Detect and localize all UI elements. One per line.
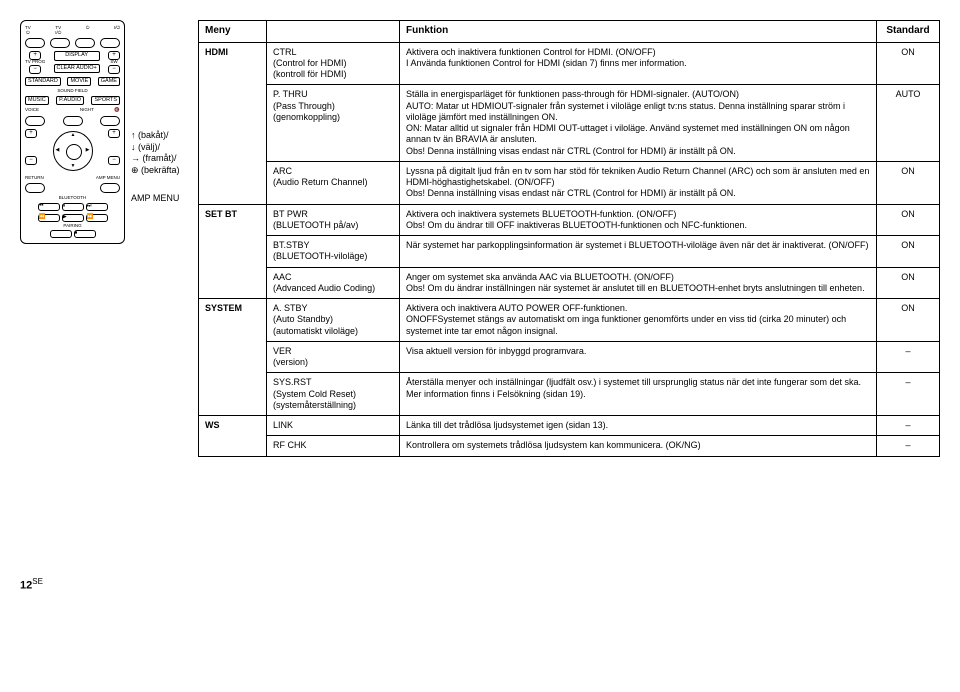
standard-cell: ON (877, 161, 940, 204)
setting-cell: P. THRU (Pass Through) (genomkoppling) (267, 85, 400, 162)
standard-cell: ON (877, 299, 940, 342)
page-number: 12SE (20, 577, 940, 592)
function-cell: Kontrollera om systemets trådlösa ljudsy… (400, 436, 877, 456)
ampmenu-label: AMP MENU (96, 176, 120, 181)
standard-cell: – (877, 373, 940, 416)
function-cell: Länka till det trådlösa ljudsystemet ige… (400, 416, 877, 436)
clearaudio-btn: CLEAR AUDIO+ (54, 64, 100, 74)
function-cell: Lyssna på digitalt ljud från en tv som h… (400, 161, 877, 204)
function-cell: Aktivera och inaktivera funktionen Contr… (400, 42, 877, 85)
standard-cell: ON (877, 204, 940, 236)
function-cell: Aktivera och inaktivera AUTO POWER OFF-f… (400, 299, 877, 342)
paudio-btn: P.AUDIO (56, 96, 84, 106)
menu-cell: SET BT (199, 204, 267, 299)
setting-cell: ARC (Audio Return Channel) (267, 161, 400, 204)
function-cell: Anger om systemet ska använda AAC via BL… (400, 267, 877, 299)
th-meny: Meny (199, 21, 267, 43)
setting-cell: AAC (Advanced Audio Coding) (267, 267, 400, 299)
night-label: NIGHT (80, 108, 94, 113)
return-label: RETURN (25, 176, 44, 181)
legend-right: → (framåt)/ (131, 153, 186, 165)
setting-cell: CTRL (Control for HDMI) (kontroll för HD… (267, 42, 400, 85)
sports-btn: SPORTS (91, 96, 120, 106)
setting-cell: RF CHK (267, 436, 400, 456)
game-btn: GAME (98, 77, 120, 87)
pairing-label: PAIRING (25, 224, 120, 229)
remote-diagram: TV⏻TVI/⏻⏻I/⏻ +TV PROG− DISPLAY CLEAR AUD… (20, 20, 125, 244)
standard-cell: AUTO (877, 85, 940, 162)
function-cell: När systemet har parkopplingsinformation… (400, 236, 877, 268)
display-btn: DISPLAY (54, 51, 100, 61)
bt-label: BLUETOOTH (59, 195, 86, 200)
music-btn: MUSIC (25, 96, 49, 106)
standard-cell: – (877, 416, 940, 436)
standard-cell: ON (877, 267, 940, 299)
legend-down: ↓ (välj)/ (131, 142, 186, 154)
th-blank (267, 21, 400, 43)
legend: ↑ (bakåt)/ ↓ (välj)/ → (framåt)/ ⊕ (bekr… (131, 20, 186, 204)
setting-cell: VER (version) (267, 341, 400, 373)
movie-btn: MOVIE (67, 77, 91, 87)
setting-cell: LINK (267, 416, 400, 436)
setting-cell: BT PWR (BLUETOOTH på/av) (267, 204, 400, 236)
tvprog-label: TV PROG (25, 60, 45, 65)
legend-up: ↑ (bakåt)/ (131, 130, 186, 142)
th-funktion: Funktion (400, 21, 877, 43)
legend-ok: ⊕ (bekräfta) (131, 165, 186, 177)
soundfield-label: SOUND FIELD (25, 89, 120, 94)
function-cell: Ställa in energisparläget för funktionen… (400, 85, 877, 162)
legend-amp: AMP MENU (131, 193, 186, 205)
function-cell: Visa aktuell version för inbyggd program… (400, 341, 877, 373)
page-num: 12 (20, 579, 32, 591)
standard-cell: ON (877, 42, 940, 85)
menu-cell: WS (199, 416, 267, 457)
function-cell: Aktivera och inaktivera systemets BLUETO… (400, 204, 877, 236)
th-standard: Standard (877, 21, 940, 43)
setting-cell: SYS.RST (System Cold Reset) (systemåters… (267, 373, 400, 416)
standard-btn: STANDARD (25, 77, 61, 87)
standard-cell: – (877, 341, 940, 373)
standard-cell: ON (877, 236, 940, 268)
page-sup: SE (32, 577, 43, 586)
setting-cell: A. STBY (Auto Standby) (automatiskt vilo… (267, 299, 400, 342)
setting-cell: BT.STBY (BLUETOOTH-viloläge) (267, 236, 400, 268)
menu-cell: SYSTEM (199, 299, 267, 416)
settings-table: Meny Funktion Standard HDMICTRL (Control… (198, 20, 940, 457)
sw-label: SW (110, 60, 117, 65)
standard-cell: – (877, 436, 940, 456)
voice-label: VOICE (25, 108, 39, 113)
function-cell: Återställa menyer och inställningar (lju… (400, 373, 877, 416)
menu-cell: HDMI (199, 42, 267, 204)
